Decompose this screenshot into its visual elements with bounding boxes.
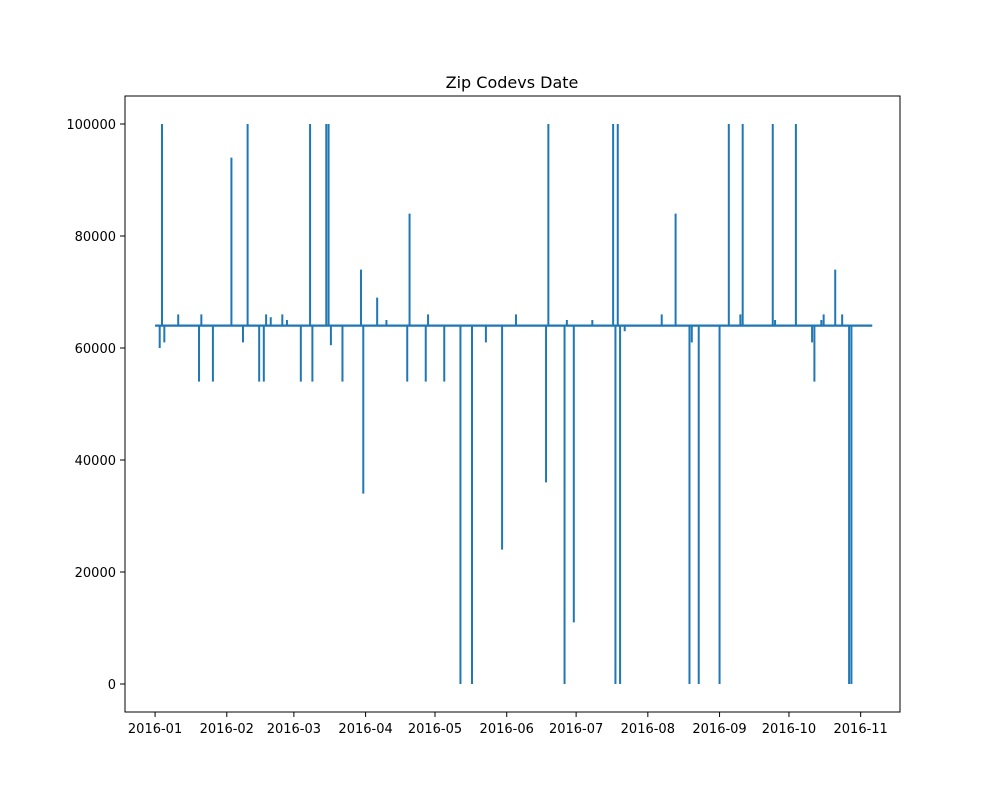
- y-tick-label: 60000: [75, 342, 116, 357]
- y-tick-label: 100000: [66, 118, 116, 133]
- y-tick-label: 80000: [75, 230, 116, 245]
- x-tick-label: 2016-01: [128, 722, 182, 737]
- x-tick-label: 2016-03: [267, 722, 321, 737]
- x-tick-label: 2016-05: [408, 722, 462, 737]
- x-tick-label: 2016-02: [200, 722, 254, 737]
- x-tick-label: 2016-10: [762, 722, 816, 737]
- y-tick-label: 40000: [75, 454, 116, 469]
- x-tick-label: 2016-11: [834, 722, 888, 737]
- x-tick-label: 2016-06: [480, 722, 534, 737]
- x-tick-label: 2016-09: [692, 722, 746, 737]
- x-tick-label: 2016-04: [338, 722, 392, 737]
- series-layer: [155, 124, 873, 684]
- y-tick-label: 20000: [75, 566, 116, 581]
- y-axis: 0 20000 40000 60000 80000 100000: [66, 118, 125, 693]
- y-tick-label: 0: [108, 678, 116, 693]
- x-tick-label: 2016-07: [549, 722, 603, 737]
- chart-title: Zip Codevs Date: [446, 73, 579, 92]
- x-axis: 2016-01 2016-02 2016-03 2016-04 2016-05 2016-…: [128, 712, 888, 737]
- x-tick-label: 2016-08: [621, 722, 675, 737]
- plot-frame: [124, 95, 901, 713]
